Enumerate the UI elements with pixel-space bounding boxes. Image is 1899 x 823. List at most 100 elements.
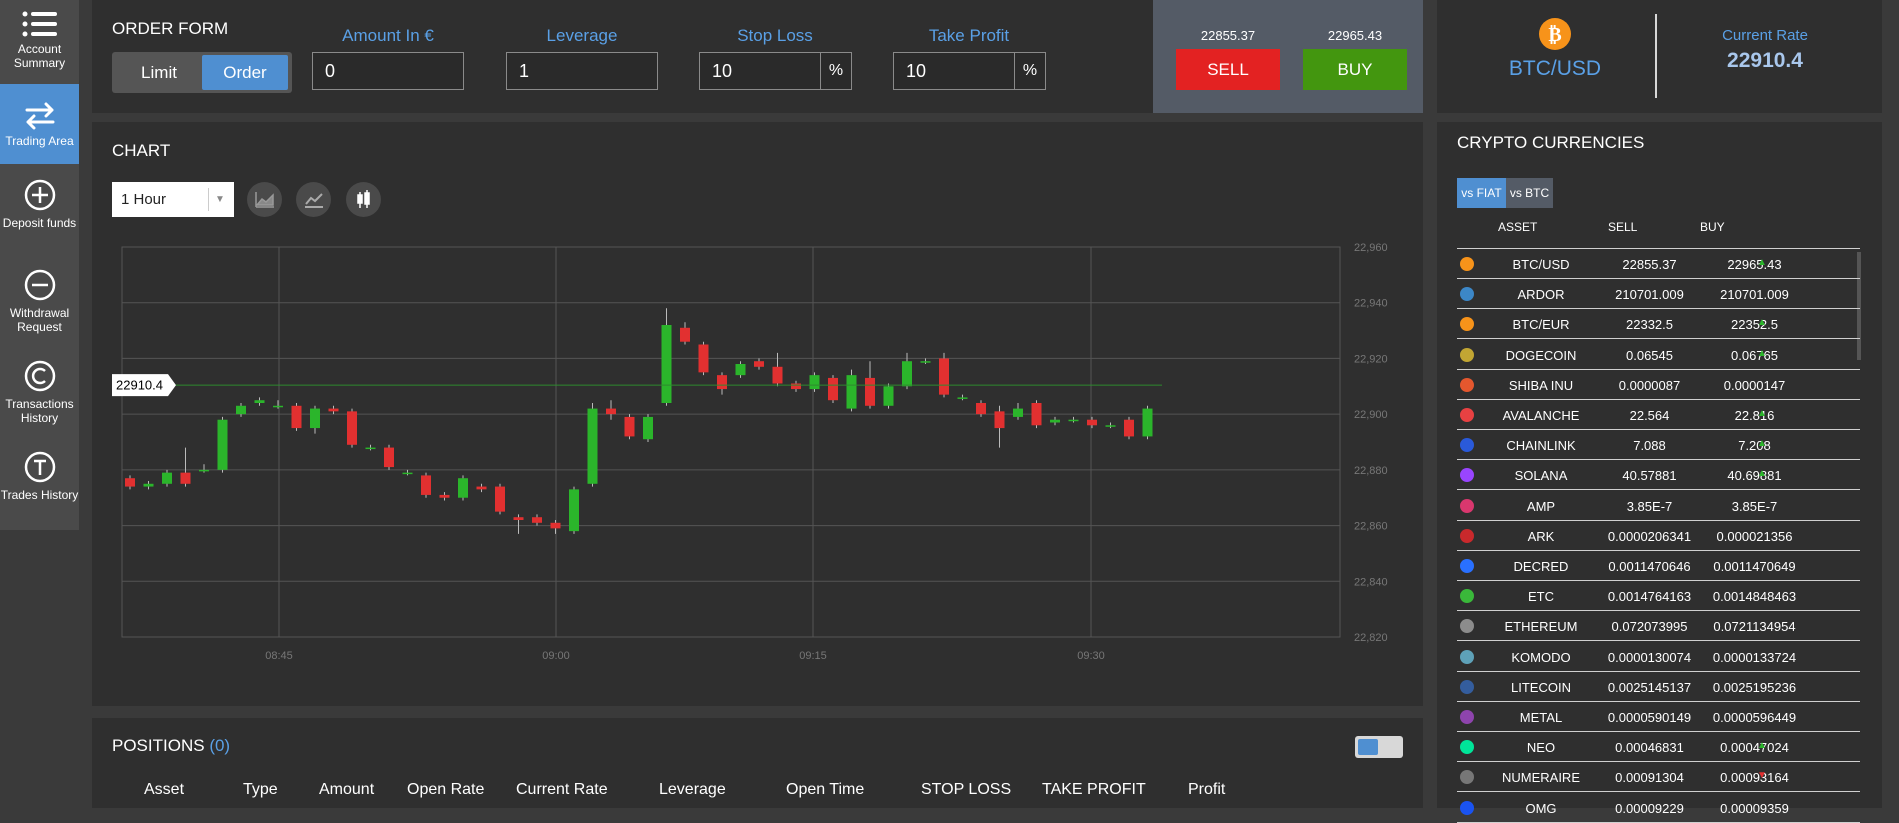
tab-vs-fiat[interactable]: vs FIAT [1457, 178, 1506, 208]
candle [143, 481, 154, 490]
crypto-buy: 22.816 [1734, 408, 1775, 423]
candle [698, 341, 709, 376]
crypto-buy: 0.0011470649 [1713, 559, 1796, 574]
leverage-input[interactable]: 1 [506, 52, 658, 90]
crypto-sell: 0.0000130074 [1607, 649, 1692, 665]
col-asset: Asset [144, 781, 185, 798]
crypto-sell: 22332.5 [1626, 317, 1673, 333]
col-current-rate: Current Rate [516, 781, 608, 798]
candlestick-chart-button[interactable] [346, 182, 381, 217]
crypto-row[interactable]: CHAINLINK 7.088 7.208 ▲ [1457, 430, 1860, 461]
crypto-sell: 0.0025145137 [1607, 679, 1692, 695]
col-profit: Profit [1188, 781, 1226, 798]
sell-button[interactable]: SELL [1176, 49, 1280, 90]
sidebar-item-trading-area[interactable]: Trading Area [0, 84, 79, 164]
crypto-sell: 0.0000206341 [1607, 528, 1692, 544]
sidebar-item-trades-history[interactable]: Trades History [0, 446, 79, 530]
crypto-row[interactable]: BTC/USD 22855.37 22965.43 ▲ [1457, 249, 1860, 279]
take-profit-label: Take Profit [928, 26, 1010, 45]
candle [957, 394, 968, 401]
area-chart-button[interactable] [247, 182, 282, 217]
crypto-name: SOLANA [1514, 468, 1568, 484]
candle [1087, 416, 1097, 429]
candle [1031, 400, 1042, 429]
candle [328, 405, 339, 415]
crypto-name: DOGECOIN [1505, 347, 1577, 363]
sidebar-item-account-summary[interactable]: Account Summary [0, 0, 79, 84]
coin-icon [1460, 468, 1474, 483]
crypto-sell: 7.088 [1633, 438, 1666, 454]
sidebar-item-withdrawal-request[interactable]: Withdrawal Request [0, 264, 79, 346]
current-price-tag-label: 22910.4 [116, 378, 163, 393]
crypto-row[interactable]: ETHEREUM 0.072073995 0.0721134954 [1457, 611, 1860, 642]
sidebar-item-transactions-history[interactable]: Transactions History [0, 355, 79, 437]
crypto-row[interactable]: AMP 3.85E-7 3.85E-7 [1457, 491, 1860, 521]
crypto-sell: 40.57881 [1622, 468, 1677, 484]
rate-divider [1655, 14, 1657, 98]
crypto-row[interactable]: SOLANA 40.57881 40.69881 ▲ [1457, 460, 1860, 491]
col-buy-header: BUY [1700, 220, 1725, 234]
pair-name: BTC/USD [1508, 57, 1602, 80]
crypto-row[interactable]: NUMERAIRE 0.00091304 0.00093164 ▼ [1457, 762, 1860, 793]
crypto-row[interactable]: ARK 0.0000206341 0.000021356 [1457, 521, 1860, 551]
limit-button[interactable]: Limit [116, 55, 202, 90]
stop-loss-label: Stop Loss [737, 26, 813, 45]
sell-price: 22855.37 [1200, 28, 1256, 43]
crypto-buy: 0.0000147 [1723, 377, 1786, 393]
candlestick-chart: 22,960 22,940 22,920 22,900 22,880 22,860 22,8… [112, 242, 1388, 662]
crypto-row[interactable]: DECRED 0.0011470646 0.0011470649 [1457, 551, 1860, 581]
crypto-row[interactable]: AVALANCHE 22.564 22.816 ▲ [1457, 400, 1860, 430]
crypto-name: ARDOR [1517, 287, 1565, 303]
take-profit-percent: % [1014, 52, 1046, 90]
sidebar-item-deposit-funds[interactable]: Deposit funds [0, 174, 79, 256]
trend-up-icon: ▲ [1757, 347, 1767, 359]
line-chart-icon [305, 193, 323, 208]
crypto-row[interactable]: DOGECOIN 0.06545 0.06765 ▲ [1457, 340, 1860, 370]
candle [717, 372, 727, 395]
crypto-row[interactable]: SHIBA INU 0.0000087 0.0000147 [1457, 370, 1860, 400]
tab-vs-btc[interactable]: vs BTC [1506, 178, 1553, 208]
candle [735, 361, 746, 378]
amount-input[interactable]: 0 [312, 52, 464, 90]
candle [217, 416, 228, 473]
crypto-name: NUMERAIRE [1501, 770, 1580, 786]
crypto-name: NEO [1526, 740, 1556, 756]
candle [199, 464, 209, 473]
crypto-row[interactable]: KOMODO 0.0000130074 0.0000133724 [1457, 642, 1860, 672]
crypto-name: BTC/EUR [1512, 317, 1570, 333]
candle [1142, 405, 1153, 440]
col-amount: Amount [319, 781, 375, 798]
line-chart-button[interactable] [296, 182, 331, 217]
buy-button[interactable]: BUY [1303, 49, 1407, 90]
crypto-name: SHIBA INU [1508, 377, 1574, 393]
crypto-buy: 0.0025195236 [1712, 679, 1797, 695]
crypto-scrollbar[interactable] [1857, 252, 1861, 360]
order-button[interactable]: Order [202, 55, 288, 90]
amount-label: Amount In € [342, 26, 434, 45]
coin-icon [1460, 679, 1474, 694]
crypto-row[interactable]: NEO 0.00046831 0.00047024 ▲ [1457, 732, 1860, 763]
interval-select[interactable]: 1 Hour ▼ [112, 182, 234, 217]
order-form-title: ORDER FORM [112, 19, 229, 38]
current-rate-value: 22910.4 [1727, 49, 1803, 72]
positions-count: (0) [209, 736, 231, 755]
crypto-name: AMP [1526, 498, 1556, 514]
positions-toggle[interactable] [1355, 736, 1403, 758]
candle [939, 352, 949, 398]
col-open-time: Open Time [786, 781, 865, 798]
candle [347, 408, 357, 448]
candle [365, 444, 376, 451]
crypto-row[interactable]: LITECOIN 0.0025145137 0.0025195236 [1457, 672, 1860, 702]
crypto-row[interactable]: METAL 0.0000590149 0.0000596449 [1457, 702, 1860, 732]
candle [236, 403, 246, 417]
take-profit-input[interactable]: 10 [893, 52, 1015, 90]
crypto-row[interactable]: BTC/EUR 22332.5 22352.5 ▲ [1457, 309, 1860, 340]
crypto-row[interactable]: ETC 0.0014764163 0.0014848463 [1457, 581, 1860, 612]
candle [291, 403, 302, 431]
crypto-sell: 0.0000087 [1618, 377, 1681, 393]
stop-loss-input[interactable]: 10 [699, 52, 821, 90]
crypto-sell: 22855.37 [1622, 257, 1677, 272]
crypto-buy: 0.000021356 [1716, 528, 1793, 544]
crypto-name: BTC/USD [1512, 257, 1570, 272]
crypto-row[interactable]: ARDOR 210701.009 210701.009 [1457, 279, 1860, 310]
